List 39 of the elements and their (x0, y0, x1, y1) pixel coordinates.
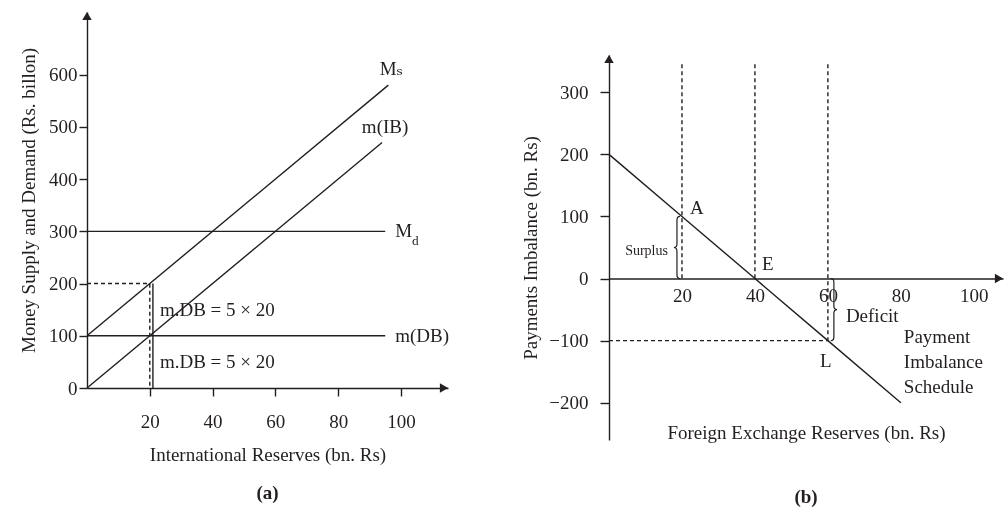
annotation: Surplus (625, 242, 668, 258)
x-axis-title: Foreign Exchange Reserves (bn. Rs) (667, 421, 946, 444)
y-tick-label: 300 (49, 220, 78, 242)
y-tick-label: 100 (560, 205, 589, 227)
y-tick-label: 200 (560, 143, 589, 165)
x-tick-label: 40 (745, 285, 765, 307)
y-tick-label: 500 (49, 116, 78, 138)
y-axis-title: Money Supply and Demand (Rs. billon) (18, 47, 40, 354)
x-tick-label: 20 (140, 410, 160, 432)
text: (b) (794, 486, 818, 508)
annotation: L (820, 349, 832, 371)
y-tick-label: 300 (560, 81, 589, 103)
x-tick-label: 20 (672, 285, 692, 307)
x-tick-label: 100 (960, 285, 989, 307)
x-tick-label: 80 (329, 410, 349, 432)
y-axis-title: Payments Imbalance (bn. Rs) (520, 136, 543, 360)
series-label: Mₛ (379, 58, 403, 80)
text: (a) (256, 482, 279, 504)
y-tick-label: −200 (549, 392, 589, 414)
series-label: M$_{d}$ (395, 220, 420, 248)
y-tick-label: 0 (579, 268, 589, 290)
annotation: A (689, 197, 704, 219)
y-tick-label: 200 (49, 273, 78, 295)
series-label: m(DB) (395, 324, 450, 347)
annotation: E (761, 252, 774, 274)
y-tick-label: −100 (549, 330, 589, 352)
x-axis-title: International Reserves (bn. Rs) (149, 443, 387, 466)
x-tick-label: 80 (891, 285, 911, 307)
x-tick-label: 60 (266, 410, 286, 432)
x-tick-label: 40 (203, 410, 223, 432)
y-tick-label: 600 (49, 64, 78, 86)
series-label: Payment Imbalance Schedule (903, 325, 983, 397)
x-tick-label: 100 (387, 410, 416, 432)
y-tick-label: 400 (49, 168, 78, 190)
annotation: m.DB = 5 × 20 (159, 350, 275, 372)
series-label: m(IB) (361, 115, 409, 138)
annotation: Deficit (845, 304, 900, 326)
y-tick-label: 100 (49, 325, 78, 347)
y-tick-label: 0 (68, 377, 78, 399)
